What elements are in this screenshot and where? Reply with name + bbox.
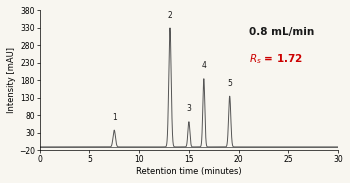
Text: 5: 5 xyxy=(227,79,232,88)
X-axis label: Retention time (minutes): Retention time (minutes) xyxy=(136,167,242,176)
Text: 0.8 mL/min: 0.8 mL/min xyxy=(248,27,314,37)
Text: 3: 3 xyxy=(187,104,191,113)
Text: $\mathit{R_s}$ = 1.72: $\mathit{R_s}$ = 1.72 xyxy=(248,53,302,66)
Text: 4: 4 xyxy=(201,61,206,70)
Y-axis label: Intensity [mAU]: Intensity [mAU] xyxy=(7,47,16,113)
Text: 2: 2 xyxy=(168,11,172,20)
Text: 1: 1 xyxy=(112,113,117,122)
